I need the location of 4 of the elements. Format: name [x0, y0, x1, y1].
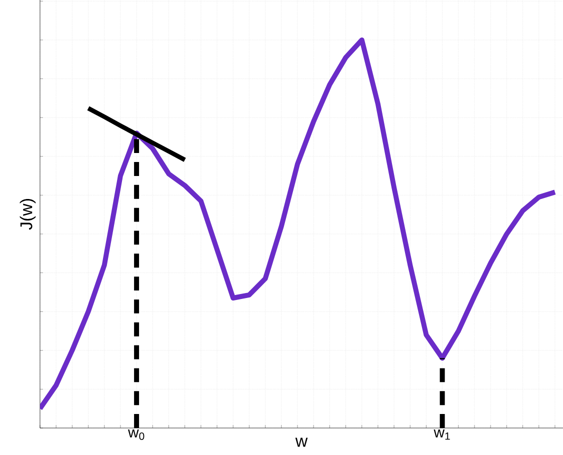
x-tick-label: w$_{1}$ — [434, 430, 450, 440]
x-axis-title: w — [295, 438, 308, 447]
y-axis-title: J(w) — [20, 199, 36, 230]
x-tick-label: w$_{0}$ — [128, 430, 144, 440]
